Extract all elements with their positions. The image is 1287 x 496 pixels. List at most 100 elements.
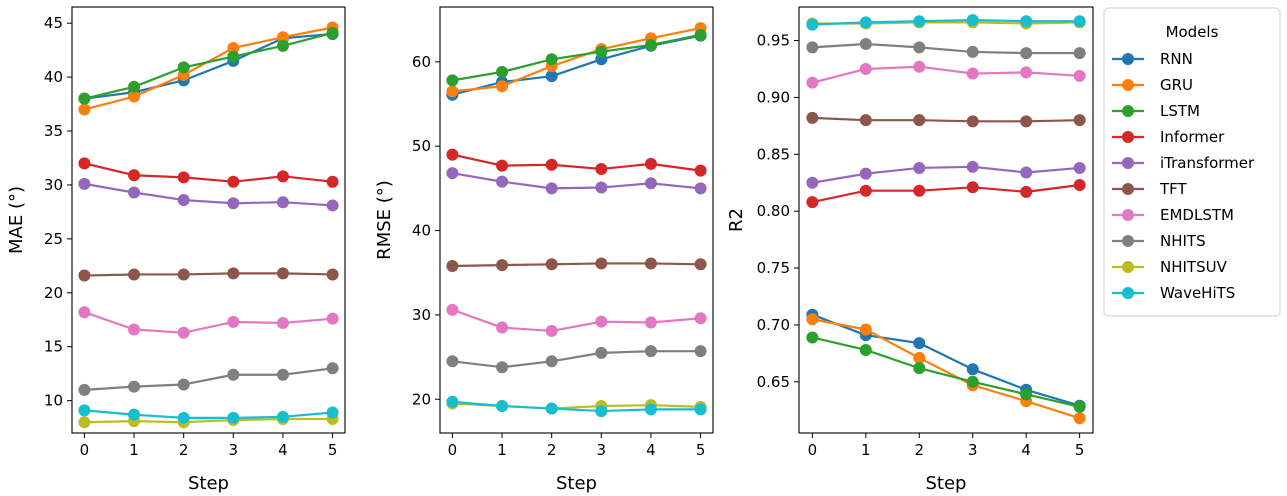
series-line-emdlstm <box>452 308 701 333</box>
y-axis-label: RMSE (°) <box>374 180 395 260</box>
series-line-tft <box>452 262 701 268</box>
series-line-emdlstm <box>812 65 1080 84</box>
series-line-itransformer <box>452 172 701 190</box>
series-line-wavehits <box>452 400 701 413</box>
data-point-lstm-0 <box>446 74 459 87</box>
x-tick-label: 2 <box>914 441 924 459</box>
data-point-lstm-1 <box>496 65 509 78</box>
x-tick-label: 0 <box>448 441 458 459</box>
x-tick-label: 3 <box>968 441 978 459</box>
y-tick-label: 20 <box>412 390 431 408</box>
data-point-lstm-3 <box>227 50 240 63</box>
x-tick-label: 2 <box>547 441 557 459</box>
data-point-nhits-2 <box>545 355 558 368</box>
data-point-gru-1 <box>128 90 141 103</box>
data-point-tft-1 <box>128 268 141 281</box>
series-line-wavehits <box>84 409 333 419</box>
plot-frame <box>439 6 714 434</box>
data-point-itransformer-4 <box>644 177 657 190</box>
data-point-nhits-2 <box>177 378 190 391</box>
series-line-rnn <box>452 34 701 96</box>
data-point-wavehits-2 <box>913 15 926 28</box>
data-point-wavehits-1 <box>859 16 872 29</box>
x-axis-label: Step <box>926 473 967 494</box>
data-point-tft-2 <box>177 268 190 281</box>
data-point-informer-4 <box>276 170 289 183</box>
panel-r2: 0 1 2 3 4 5 0.65 0.70 0.75 0.80 0.85 0.90 0.95 Step R2 <box>726 6 1094 494</box>
legend-entry-itransformer: iTransformer <box>1112 154 1255 172</box>
x-tick-label: 4 <box>278 441 288 459</box>
data-point-itransformer-5 <box>694 182 707 195</box>
data-point-lstm-5 <box>694 28 707 41</box>
legend-label: iTransformer <box>1160 154 1255 172</box>
data-point-tft-5 <box>1073 114 1086 127</box>
data-point-informer-3 <box>227 175 240 188</box>
legend-swatch-marker <box>1122 287 1134 299</box>
legend-label: Informer <box>1160 128 1225 146</box>
data-point-lstm-0 <box>806 331 819 344</box>
data-point-emdlstm-2 <box>545 324 558 337</box>
x-tick-label: 0 <box>80 441 90 459</box>
y-tick-label: 40 <box>412 222 431 240</box>
legend: Models RNN GRU LSTM Informer iTransformer TFT… <box>1103 7 1281 317</box>
data-point-informer-1 <box>496 159 509 172</box>
data-point-emdlstm-5 <box>326 312 339 325</box>
data-point-gru-0 <box>78 103 91 116</box>
data-point-nhitsuv-0 <box>78 416 91 429</box>
data-point-itransformer-5 <box>326 199 339 212</box>
data-point-gru-5 <box>1073 412 1086 425</box>
y-tick-label: 45 <box>44 14 63 32</box>
data-point-rnn-2 <box>913 337 926 350</box>
data-point-tft-0 <box>446 259 459 272</box>
data-point-itransformer-2 <box>177 194 190 207</box>
data-point-emdlstm-0 <box>446 303 459 316</box>
x-tick-label: 4 <box>646 441 656 459</box>
data-point-wavehits-4 <box>276 410 289 423</box>
data-point-nhits-4 <box>1020 47 1033 60</box>
data-point-nhits-5 <box>694 345 707 358</box>
series-line-informer <box>84 162 333 183</box>
data-point-informer-0 <box>806 196 819 209</box>
series-line-lstm <box>84 31 333 100</box>
data-point-lstm-1 <box>128 80 141 93</box>
y-axis-label: R2 <box>726 208 747 232</box>
data-point-wavehits-5 <box>694 403 707 416</box>
legend-swatch-marker <box>1122 235 1134 247</box>
series-line-lstm <box>452 33 701 82</box>
series-line-itransformer <box>812 165 1080 184</box>
y-tick-label: 0.85 <box>757 145 790 163</box>
data-point-informer-2 <box>177 171 190 184</box>
data-point-gru-4 <box>276 31 289 44</box>
data-point-informer-5 <box>326 175 339 188</box>
data-point-wavehits-2 <box>177 411 190 424</box>
y-tick-label: 0.75 <box>757 259 790 277</box>
legend-entries: RNN GRU LSTM Informer iTransformer TFT EMDLSTM… <box>1112 50 1255 302</box>
legend-label: WaveHiTS <box>1160 284 1235 302</box>
plot-frame <box>71 6 346 434</box>
data-point-wavehits-4 <box>1020 15 1033 28</box>
x-tick-label: 1 <box>129 441 139 459</box>
data-point-nhits-3 <box>966 45 979 58</box>
data-point-tft-4 <box>1020 115 1033 128</box>
data-point-tft-4 <box>644 257 657 270</box>
data-point-lstm-4 <box>644 38 657 51</box>
data-point-wavehits-0 <box>78 404 91 417</box>
data-point-informer-3 <box>595 162 608 175</box>
y-tick-label: 25 <box>44 230 63 248</box>
data-point-wavehits-1 <box>496 400 509 413</box>
y-tick-label: 30 <box>412 306 431 324</box>
y-axis-label: MAE (°) <box>6 186 27 254</box>
legend-label: TFT <box>1159 180 1188 198</box>
series-line-tft <box>812 116 1080 123</box>
data-point-informer-4 <box>1020 185 1033 198</box>
y-tick-label: 60 <box>412 53 431 71</box>
series-line-nhits <box>812 42 1080 55</box>
series-line-wavehits <box>812 18 1080 26</box>
data-point-emdlstm-1 <box>128 323 141 336</box>
data-point-nhits-0 <box>446 355 459 368</box>
series-line-nhits <box>84 367 333 391</box>
data-point-wavehits-3 <box>595 405 608 418</box>
data-point-itransformer-3 <box>595 181 608 194</box>
